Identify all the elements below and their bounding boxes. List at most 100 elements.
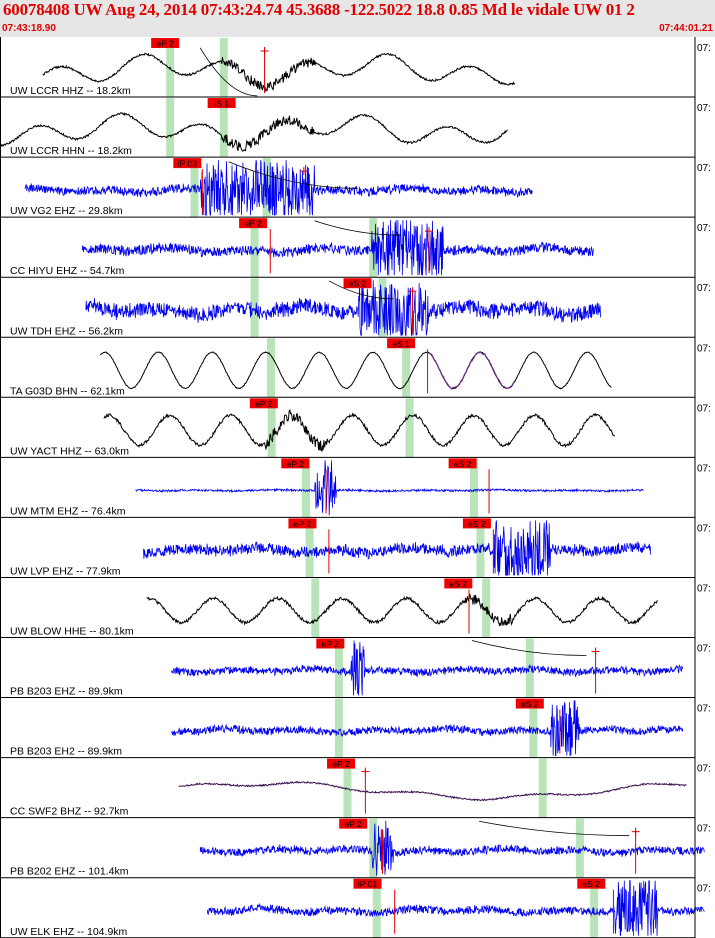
trace-row: iP 01 eS 2 UW ELK EHZ -- 104.9km 07:: [0, 878, 711, 938]
waveform: [171, 640, 684, 696]
phase-pick-label[interactable]: eS 2: [462, 518, 491, 529]
phase-pick-label[interactable]: eS 1: [387, 338, 416, 349]
station-label: UW YACT HHZ -- 63.0km: [10, 445, 129, 457]
start-time-label: 07:43:18.90: [2, 23, 56, 34]
trace-time-label: 07:: [697, 824, 711, 835]
pick-window-shade: [334, 698, 343, 758]
phase-pick-text: eS 2: [468, 519, 486, 529]
trace-row: eS 2 UW BLOW HHE -- 80.1km 07:: [0, 578, 711, 638]
phase-pick-label[interactable]: eP 2: [249, 398, 278, 409]
waveform: [199, 820, 705, 876]
trace-time-label: 07:: [697, 223, 711, 234]
waveform: [81, 220, 594, 276]
phase-pick-text: eS 2: [349, 279, 367, 289]
trace-row: eS 1 TA G03D BHN -- 62.1km 07:: [0, 338, 711, 398]
waveform: [142, 520, 652, 576]
trace-time-label: 07:: [697, 644, 711, 655]
trace-time-label: 07:: [697, 884, 711, 895]
phase-pick-text: eS 1: [392, 339, 410, 349]
pick-window-shade: [311, 578, 320, 638]
trace-time-label: 07:: [697, 704, 711, 715]
arrival-curve: [328, 280, 394, 300]
station-label: UW LCCR HHN -- 18.2km: [10, 145, 132, 157]
waveform: [0, 111, 508, 153]
trace-time-label: 07:: [697, 403, 711, 414]
phase-pick-label[interactable]: eP 2: [281, 458, 310, 469]
station-label: UW TDH EHZ -- 56.2km: [10, 325, 123, 337]
trace-time-label: 07:: [697, 283, 711, 294]
phase-pick-text: iP 03: [178, 159, 197, 169]
waveform: [135, 460, 644, 516]
phase-pick-label[interactable]: iS 1: [207, 98, 236, 109]
station-label: PB B203 EH2 -- 89.9km: [10, 746, 122, 758]
phase-pick-text: eP 2: [294, 519, 312, 529]
trace-time-label: 07:: [697, 43, 711, 54]
trace-time-label: 07:: [697, 163, 711, 174]
phase-pick-label[interactable]: eS 2: [577, 878, 606, 890]
phase-pick-label[interactable]: iP 03: [173, 158, 202, 169]
pick-window-shade: [378, 278, 387, 338]
station-label: CC HIYU EHZ -- 54.7km: [10, 265, 125, 277]
waveform: [178, 781, 687, 802]
trace-time-label: 07:: [697, 764, 711, 775]
waveform: [24, 160, 533, 216]
phase-pick-label[interactable]: eS 2: [448, 458, 477, 469]
waveform: [146, 593, 658, 627]
station-label: UW BLOW HHE -- 80.1km: [10, 626, 134, 638]
phase-pick-label[interactable]: eP 2: [339, 818, 368, 830]
event-title: 60078408 UW Aug 24, 2014 07:43:24.74 45.…: [3, 0, 635, 19]
phase-pick-label[interactable]: eP 2: [327, 758, 356, 770]
pick-window-shade: [250, 278, 259, 338]
pick-window-shade: [250, 218, 259, 278]
pick-window-shade: [538, 758, 547, 818]
trace-row: eP 2 CC HIYU EHZ -- 54.7km 07:: [0, 218, 711, 278]
trace-row: iP 03 UW VG2 EHZ -- 29.8km 07:: [0, 158, 711, 218]
pick-window-shade: [305, 518, 314, 578]
trace-row: iS 1 UW LCCR HHN -- 18.2km 07:: [0, 98, 711, 158]
arrival-curve: [199, 47, 258, 97]
phase-pick-text: eS 2: [583, 879, 601, 889]
end-time-label: 07:44:01.21: [659, 23, 713, 34]
station-label: UW LVP EHZ -- 77.9km: [10, 565, 121, 577]
trace-row: eP 2 UW LCCR HHZ -- 18.2km 07:: [0, 38, 711, 98]
pick-window-shade: [402, 338, 411, 398]
phase-pick-label[interactable]: eP 2: [151, 38, 180, 49]
phase-pick-label[interactable]: eS 2: [515, 698, 544, 710]
pick-window-shade: [372, 878, 381, 938]
phase-pick-text: iP 01: [358, 879, 377, 889]
phase-pick-label[interactable]: eS 2: [343, 278, 372, 289]
phase-pick-label[interactable]: eP 2: [316, 638, 345, 650]
phase-pick-text: iS 1: [214, 99, 229, 109]
arrival-curve: [471, 640, 587, 656]
seismogram-panel: eP 2 UW LCCR HHZ -- 18.2km 07: iS 1 UW LCCR …: [0, 37, 711, 938]
waveform-segment: [428, 351, 516, 390]
station-label: UW LCCR HHZ -- 18.2km: [10, 85, 131, 97]
station-label: PB B203 EHZ -- 89.9km: [10, 686, 123, 698]
phase-pick-text: eS 2: [521, 699, 539, 709]
waveform: [85, 280, 601, 336]
station-label: TA G03D BHN -- 62.1km: [10, 385, 125, 397]
pick-window-shade: [267, 398, 276, 458]
trace-row: eP 2 PB B202 EHZ -- 101.4km 07:: [0, 818, 711, 879]
phase-pick-text: eP 2: [332, 759, 350, 769]
trace-row: eP 2 UW YACT HHZ -- 63.0km 07:: [0, 398, 711, 458]
trace-row: eS 2 PB B203 EH2 -- 89.9km 07:: [0, 698, 711, 759]
phase-pick-label[interactable]: eS 2: [444, 578, 473, 589]
pick-window-shade: [334, 638, 343, 698]
phase-pick-text: eP 2: [244, 219, 262, 229]
pick-window-shade: [302, 458, 311, 518]
trace-time-label: 07:: [697, 103, 711, 114]
waveform: [42, 52, 516, 93]
station-label: UW MTM EHZ -- 76.4km: [10, 505, 126, 517]
phase-pick-label[interactable]: eP 2: [288, 518, 317, 529]
phase-pick-text: eS 2: [450, 579, 468, 589]
arrival-curve: [228, 161, 358, 189]
trace-row: eP 2 eS 2 UW LVP EHZ -- 77.9km 07:: [0, 518, 711, 578]
station-label: UW ELK EHZ -- 104.9km: [10, 926, 128, 938]
phase-pick-text: eP 2: [255, 399, 273, 409]
phase-pick-label[interactable]: eP 2: [239, 218, 268, 229]
trace-row: eP 2 eS 2 UW MTM EHZ -- 76.4km 07:: [0, 458, 711, 518]
station-label: UW VG2 EHZ -- 29.8km: [10, 205, 123, 217]
phase-pick-text: eP 2: [322, 639, 340, 649]
phase-pick-label[interactable]: iP 01: [353, 878, 382, 890]
